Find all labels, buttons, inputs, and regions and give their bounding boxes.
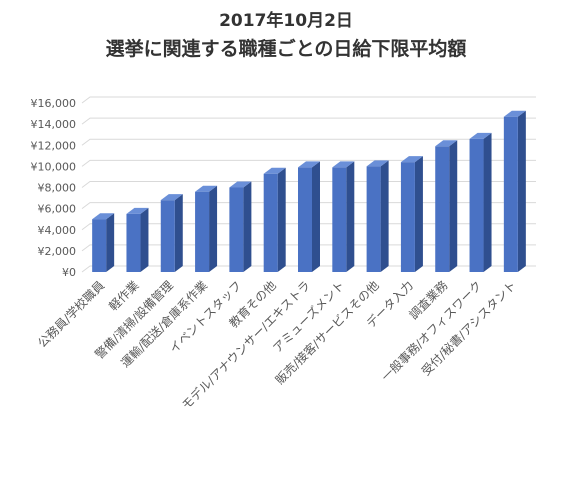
bar-top xyxy=(332,161,355,168)
bar xyxy=(263,173,278,272)
bar-side xyxy=(106,213,115,272)
chart-title-date: 2017年10月2日 xyxy=(219,11,353,31)
y-tick-label: ¥0 xyxy=(62,266,76,279)
bar-side xyxy=(174,194,183,272)
bar-top xyxy=(126,207,149,214)
y-tick-label: ¥12,000 xyxy=(31,139,77,152)
y-tick-label: ¥14,000 xyxy=(31,118,77,131)
bar xyxy=(400,162,415,272)
bar-side xyxy=(140,207,149,272)
bar-top xyxy=(503,110,526,117)
bar-side xyxy=(414,156,423,272)
bar-top xyxy=(435,140,458,147)
bar-side xyxy=(312,161,320,272)
bar-top xyxy=(469,132,492,139)
y-tick-label: ¥16,000 xyxy=(31,97,77,110)
bar xyxy=(366,166,381,272)
chart-title: 選挙に関連する職種ごとの日給下限平均額 xyxy=(105,38,467,60)
bar-side xyxy=(517,110,526,272)
bar-top xyxy=(366,160,389,167)
bar xyxy=(126,213,141,272)
bar-top xyxy=(160,194,183,201)
bar-side xyxy=(346,161,355,272)
bar-top xyxy=(263,167,286,174)
bar-top xyxy=(195,185,218,192)
y-tick-label: ¥8,000 xyxy=(38,182,77,195)
bar-side xyxy=(380,160,389,272)
bar-top xyxy=(400,156,423,163)
bar xyxy=(469,138,484,272)
y-tick-label: ¥4,000 xyxy=(38,224,77,237)
bar-top xyxy=(229,181,252,188)
bar xyxy=(503,116,518,272)
bar-top xyxy=(298,161,320,168)
bar xyxy=(435,146,450,272)
y-tick-label: ¥10,000 xyxy=(31,160,77,173)
bar xyxy=(92,219,107,272)
bar-side xyxy=(277,167,286,272)
bar-side xyxy=(243,181,252,272)
y-tick-label: ¥2,000 xyxy=(38,245,77,258)
bar-side xyxy=(483,132,492,272)
gridline xyxy=(81,117,536,125)
bar xyxy=(332,167,347,272)
bar-side xyxy=(209,185,218,272)
y-tick-label: ¥6,000 xyxy=(38,203,77,216)
bar xyxy=(298,167,312,272)
bar-side xyxy=(449,140,458,272)
gridline xyxy=(81,138,536,146)
bar-top xyxy=(92,213,115,220)
bar xyxy=(160,200,175,272)
gridline xyxy=(81,96,536,104)
bar xyxy=(195,191,210,272)
bar xyxy=(229,187,244,272)
x-tick-label: 公務員/学校職員 xyxy=(34,278,107,351)
